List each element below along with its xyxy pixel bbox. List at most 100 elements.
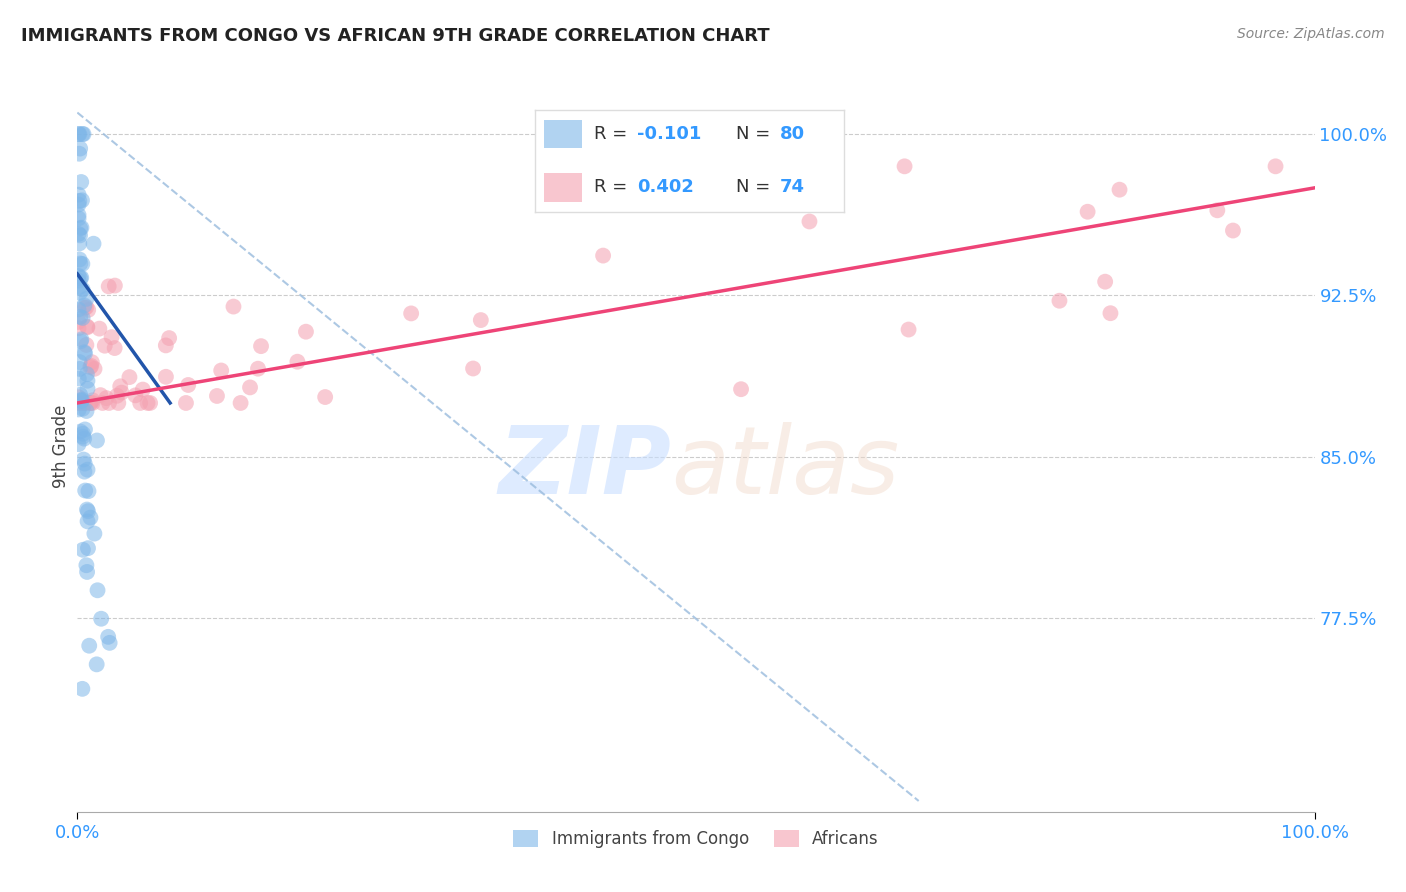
Point	[129, 396, 152, 410]
Point	[73, 465, 96, 479]
Point	[69, 271, 91, 285]
Point	[67, 302, 90, 317]
Point	[799, 214, 821, 228]
Point	[1206, 203, 1229, 218]
Point	[67, 396, 90, 410]
Point	[70, 393, 93, 408]
Point	[239, 380, 262, 394]
Point	[67, 194, 90, 208]
Point	[399, 306, 422, 320]
Point	[72, 429, 94, 443]
Point	[72, 542, 94, 557]
Point	[132, 383, 155, 397]
Point	[75, 396, 97, 410]
Point	[80, 396, 103, 410]
Point	[67, 127, 90, 141]
Point	[596, 196, 619, 211]
Point	[174, 396, 197, 410]
Point	[67, 315, 90, 329]
Point	[139, 396, 162, 410]
Point	[155, 338, 177, 352]
Point	[730, 382, 752, 396]
Point	[70, 175, 93, 189]
Point	[67, 321, 90, 335]
Point	[897, 322, 920, 336]
Point	[83, 526, 105, 541]
Point	[1049, 293, 1071, 308]
Point	[98, 636, 121, 650]
Text: Source: ZipAtlas.com: Source: ZipAtlas.com	[1237, 27, 1385, 41]
Point	[70, 194, 93, 208]
Point	[73, 422, 96, 436]
Point	[79, 510, 101, 524]
Point	[470, 313, 492, 327]
Point	[98, 396, 121, 410]
Point	[73, 345, 96, 359]
Point	[69, 142, 91, 156]
Point	[209, 363, 232, 377]
Point	[72, 401, 94, 416]
Point	[1099, 306, 1122, 320]
Point	[72, 127, 94, 141]
Point	[73, 457, 96, 471]
Point	[77, 541, 100, 556]
Point	[104, 278, 127, 293]
Point	[118, 370, 141, 384]
Point	[72, 681, 94, 696]
Point	[97, 279, 120, 293]
Point	[69, 355, 91, 369]
Point	[73, 301, 96, 315]
Point	[67, 268, 90, 283]
Point	[67, 402, 90, 417]
Point	[77, 302, 100, 317]
Point	[70, 220, 93, 235]
Point	[90, 612, 112, 626]
Point	[76, 565, 98, 579]
Point	[110, 379, 132, 393]
Point	[75, 558, 97, 573]
Point	[72, 257, 94, 271]
Point	[70, 270, 93, 285]
Point	[69, 228, 91, 243]
Point	[67, 197, 90, 211]
Point	[76, 320, 98, 334]
Point	[1094, 275, 1116, 289]
Point	[76, 502, 98, 516]
Point	[69, 362, 91, 376]
Point	[67, 437, 90, 451]
Point	[287, 355, 309, 369]
Point	[72, 282, 94, 296]
Point	[893, 159, 915, 173]
Text: IMMIGRANTS FROM CONGO VS AFRICAN 9TH GRADE CORRELATION CHART: IMMIGRANTS FROM CONGO VS AFRICAN 9TH GRA…	[21, 27, 769, 45]
Point	[86, 434, 108, 448]
Point	[67, 236, 90, 251]
Point	[76, 367, 98, 381]
Point	[70, 394, 93, 409]
Point	[72, 426, 94, 441]
Point	[83, 361, 105, 376]
Point	[67, 274, 90, 288]
Point	[79, 360, 101, 375]
Point	[86, 657, 108, 672]
Point	[75, 483, 97, 498]
Point	[110, 385, 132, 400]
Point	[124, 388, 146, 402]
Point	[80, 355, 103, 369]
Point	[75, 301, 97, 315]
Point	[82, 396, 104, 410]
Point	[229, 396, 252, 410]
Point	[1077, 204, 1099, 219]
Point	[461, 361, 484, 376]
Point	[295, 325, 318, 339]
Point	[136, 396, 159, 410]
Point	[67, 227, 90, 241]
Text: ZIP: ZIP	[498, 422, 671, 514]
Point	[75, 338, 97, 352]
Point	[155, 369, 177, 384]
Point	[1108, 183, 1130, 197]
Point	[89, 388, 111, 402]
Point	[1264, 159, 1286, 173]
Point	[107, 396, 129, 410]
Point	[77, 504, 100, 518]
Point	[69, 425, 91, 439]
